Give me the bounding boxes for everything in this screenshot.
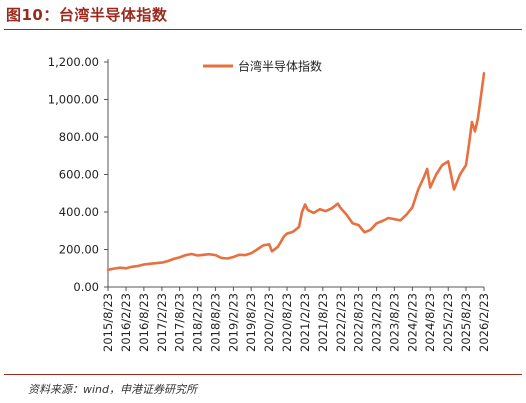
y-axis: 0.00 200.00 400.00 600.00 800.00 1,000.00 1,20… (48, 55, 109, 294)
x-axis: 2015/8/23 2016/2/23 2016/8/23 2017/2/23 2017… (101, 286, 491, 352)
x-tick-label: 2020/8/23 (280, 293, 294, 352)
x-tick-label: 2020/2/23 (262, 293, 276, 352)
x-tick-label: 2019/8/23 (244, 293, 258, 352)
y-tick-label: 800.00 (59, 130, 99, 144)
line-chart: 0.00 200.00 400.00 600.00 800.00 1,000.00 1,20… (48, 55, 491, 352)
x-tick-label: 2024/2/23 (405, 293, 419, 352)
x-tick-label: 2021/8/23 (316, 293, 330, 352)
y-tick-label: 1,000.00 (48, 93, 99, 107)
x-tick-label: 2016/8/23 (137, 293, 151, 352)
x-tick-label: 2024/8/23 (423, 293, 437, 352)
x-tick-label: 2017/8/23 (173, 293, 187, 352)
x-tick-label: 2023/8/23 (387, 293, 401, 352)
legend: 台湾半导体指数 (203, 59, 322, 74)
x-tick-label: 2022/2/23 (334, 293, 348, 352)
source-note: 资料来源：wind，申港证券研究所 (28, 383, 198, 396)
title-divider (4, 29, 522, 30)
x-tick-label: 2022/8/23 (352, 293, 366, 352)
x-tick-label: 2015/8/23 (101, 293, 115, 352)
series-line-0 (106, 72, 486, 272)
x-tick-label: 2023/2/23 (370, 293, 384, 352)
x-tick-label: 2019/2/23 (226, 293, 240, 352)
source-divider (4, 374, 522, 375)
x-tick-label: 2021/2/23 (298, 293, 312, 352)
x-tick-label: 2026/2/23 (477, 293, 491, 352)
y-tick-label: 600.00 (59, 168, 99, 182)
y-tick-label: 400.00 (59, 205, 99, 219)
x-tick-label: 2018/2/23 (191, 293, 205, 352)
y-tick-label: 1,200.00 (48, 55, 99, 69)
figure-title: 图10：台湾半导体指数 (6, 6, 168, 24)
series-layer (106, 72, 486, 272)
x-tick-label: 2018/8/23 (208, 293, 222, 352)
x-tick-label: 2025/2/23 (441, 293, 455, 352)
y-tick-label: 200.00 (59, 243, 99, 257)
x-tick-label: 2017/2/23 (155, 293, 169, 352)
legend-label: 台湾半导体指数 (238, 59, 322, 74)
x-tick-label: 2016/2/23 (119, 293, 133, 352)
y-tick-label: 0.00 (73, 280, 99, 294)
x-tick-label: 2025/8/23 (459, 293, 473, 352)
